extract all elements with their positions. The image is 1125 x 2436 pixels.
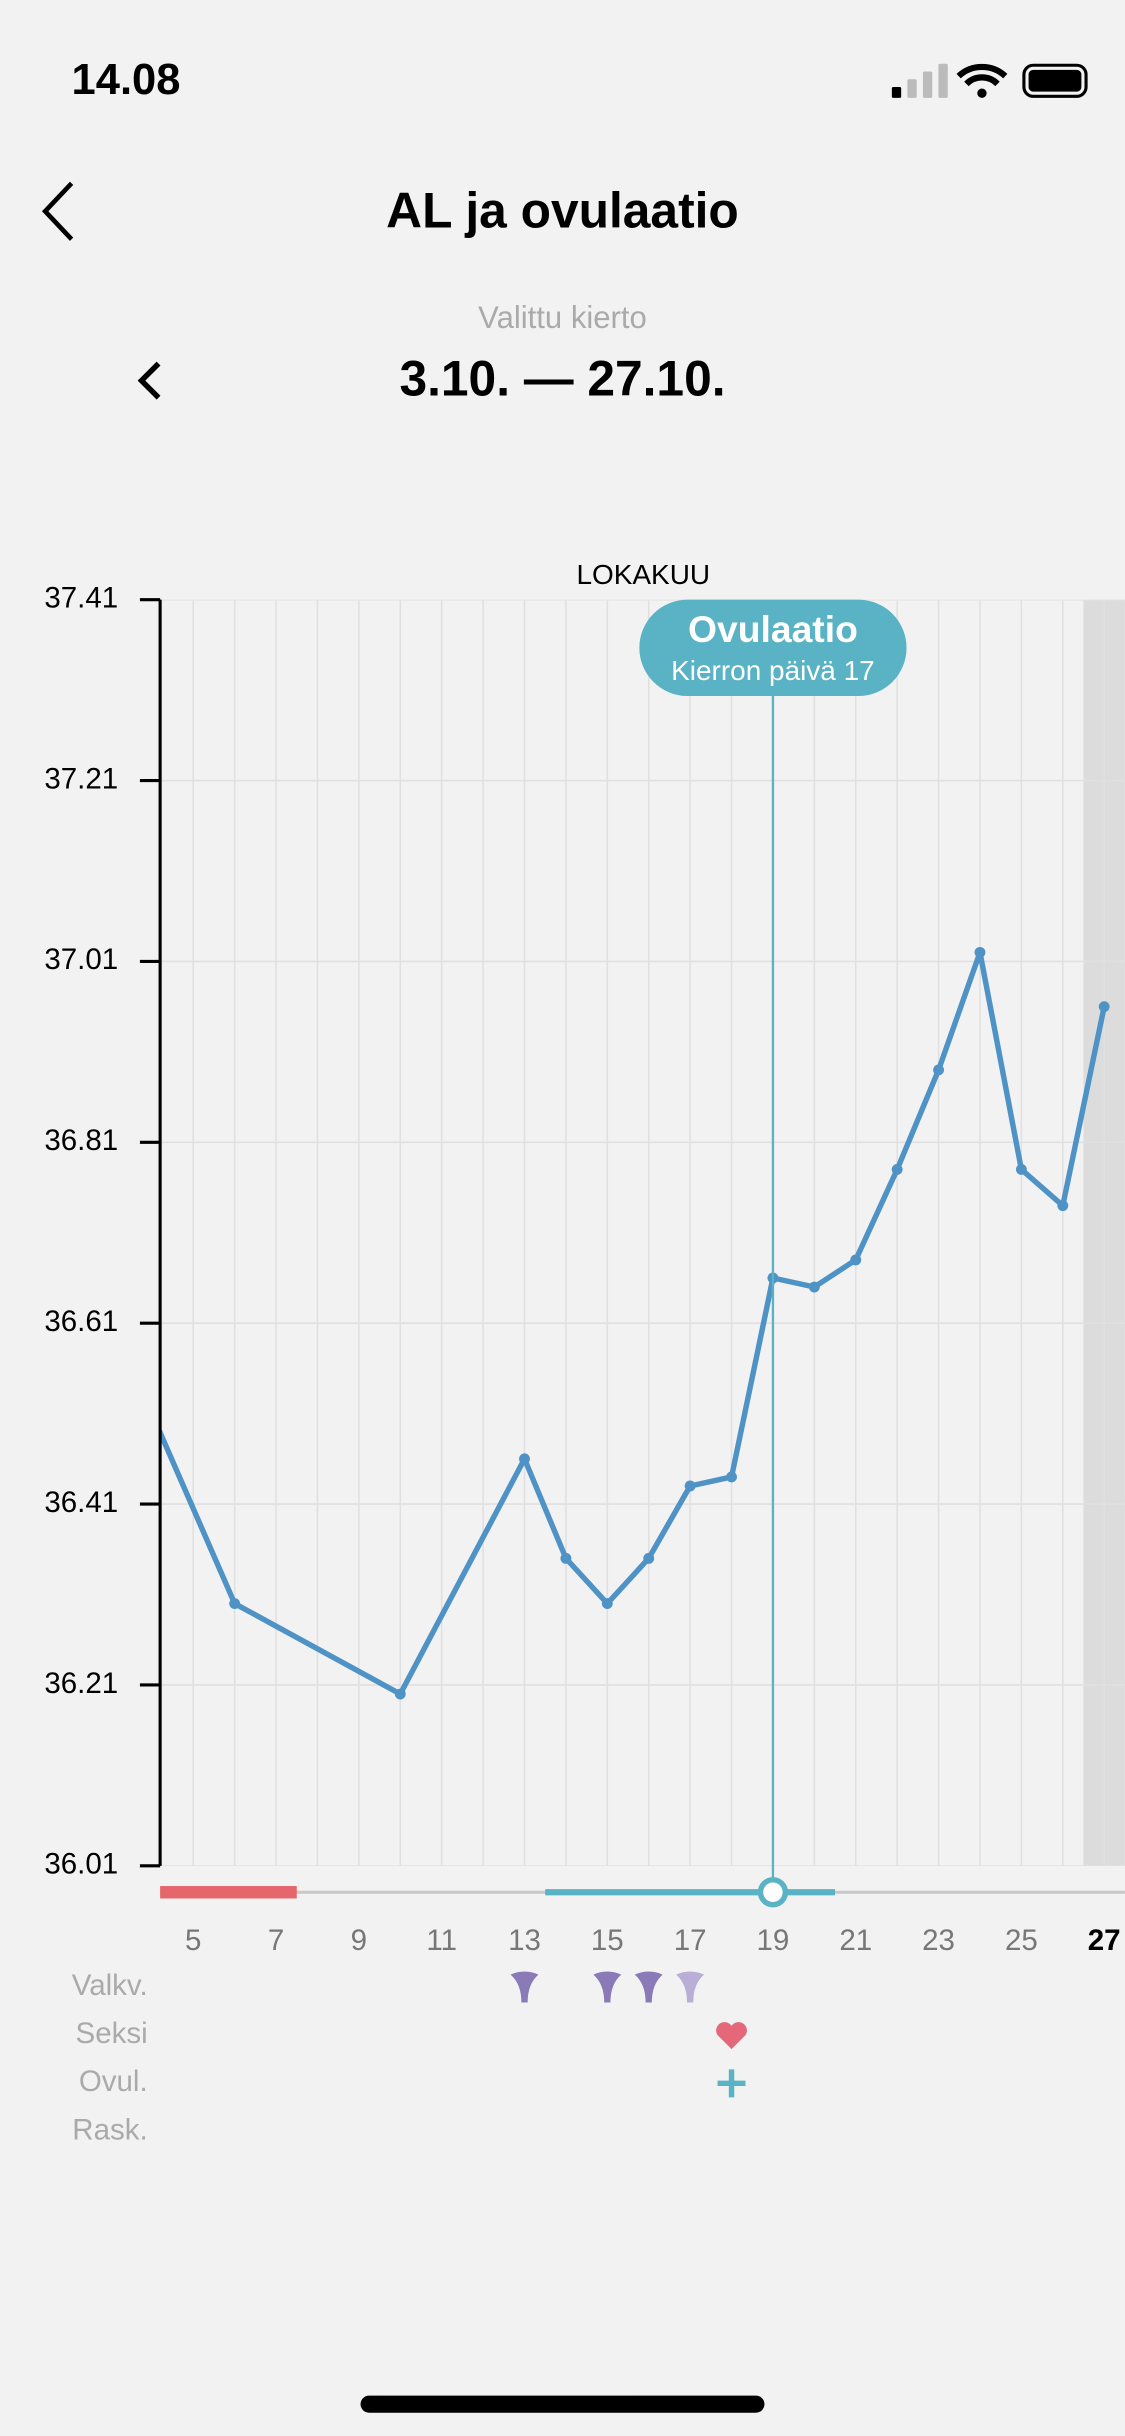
status-time: 14.08 bbox=[72, 56, 181, 104]
temperature-point bbox=[519, 1453, 530, 1465]
ovulation-bubble bbox=[639, 599, 907, 696]
prev-cycle[interactable] bbox=[137, 361, 161, 400]
temperature-point bbox=[933, 1064, 945, 1076]
x-tick-label: 9 bbox=[351, 1924, 367, 1957]
mucus-icon bbox=[510, 1971, 539, 2003]
row-label: Rask. bbox=[72, 2113, 147, 2146]
cycle-caption: Valittu kierto bbox=[478, 300, 647, 335]
mucus-icon bbox=[634, 1971, 663, 2003]
temperature-point bbox=[726, 1471, 737, 1483]
back-button[interactable] bbox=[41, 181, 74, 241]
y-tick-label: 36.81 bbox=[44, 1124, 118, 1157]
mucus-icon bbox=[593, 1971, 622, 2003]
period-bar bbox=[160, 1886, 297, 1899]
x-tick-label: 21 bbox=[839, 1924, 872, 1957]
fertile-bar bbox=[545, 1889, 836, 1896]
x-tick-label: 15 bbox=[591, 1924, 624, 1957]
page-title: AL ja ovulaatio bbox=[386, 183, 739, 239]
temperature-line bbox=[160, 949, 1107, 1697]
ovulation-marker bbox=[757, 1877, 789, 1908]
temperature-point bbox=[394, 1688, 406, 1700]
x-tick-label: 11 bbox=[426, 1924, 457, 1957]
temperature-point bbox=[643, 1552, 655, 1564]
y-tick-label: 37.41 bbox=[44, 581, 118, 614]
y-tick-label: 37.21 bbox=[44, 762, 118, 795]
home-indicator bbox=[360, 2395, 765, 2413]
temperature-point bbox=[850, 1254, 862, 1266]
plus-icon bbox=[717, 2069, 746, 2098]
month-label: LOKAKUU bbox=[576, 559, 710, 590]
temperature-point bbox=[684, 1480, 696, 1492]
plot-area bbox=[146, 599, 1125, 1866]
y-tick-label: 36.21 bbox=[44, 1667, 118, 1700]
x-tick-label: 7 bbox=[268, 1924, 284, 1957]
x-tick-label: 23 bbox=[922, 1924, 955, 1957]
y-tick-label: 36.01 bbox=[44, 1848, 118, 1881]
ovulation-label: Ovulaatio bbox=[688, 608, 858, 650]
temperature-point bbox=[1098, 1001, 1110, 1013]
y-tick-label: 37.01 bbox=[44, 943, 118, 976]
row-label: Seksi bbox=[76, 2017, 148, 2050]
temperature-point bbox=[1057, 1200, 1069, 1212]
x-tick-label: 5 bbox=[185, 1924, 201, 1957]
temperature-point bbox=[146, 1408, 157, 1419]
x-tick-label: 25 bbox=[1005, 1924, 1038, 1957]
temperature-point bbox=[808, 1281, 820, 1293]
status-icons bbox=[891, 63, 1088, 98]
temperature-point bbox=[1015, 1164, 1027, 1175]
mucus-icon bbox=[676, 1971, 705, 2003]
x-tick-label: 13 bbox=[508, 1924, 541, 1957]
temperature-point bbox=[601, 1598, 613, 1610]
temperature-point bbox=[974, 946, 986, 958]
x-tick-label: 19 bbox=[757, 1924, 790, 1957]
temperature-point bbox=[891, 1164, 903, 1175]
cycle-range: 3.10. — 27.10. bbox=[399, 350, 725, 406]
heart-icon bbox=[716, 2022, 747, 2050]
row-label: Valkv. bbox=[72, 1969, 148, 2002]
y-tick-label: 36.61 bbox=[44, 1305, 118, 1338]
x-tick-label: 27 bbox=[1088, 1924, 1121, 1957]
row-label: Ovul. bbox=[79, 2065, 148, 2098]
ovulation-sublabel: Kierron päivä 17 bbox=[671, 655, 875, 686]
temperature-point bbox=[229, 1598, 241, 1610]
temperature-point bbox=[560, 1552, 572, 1564]
y-tick-label: 36.41 bbox=[44, 1486, 118, 1519]
x-tick-label: 17 bbox=[674, 1924, 707, 1957]
